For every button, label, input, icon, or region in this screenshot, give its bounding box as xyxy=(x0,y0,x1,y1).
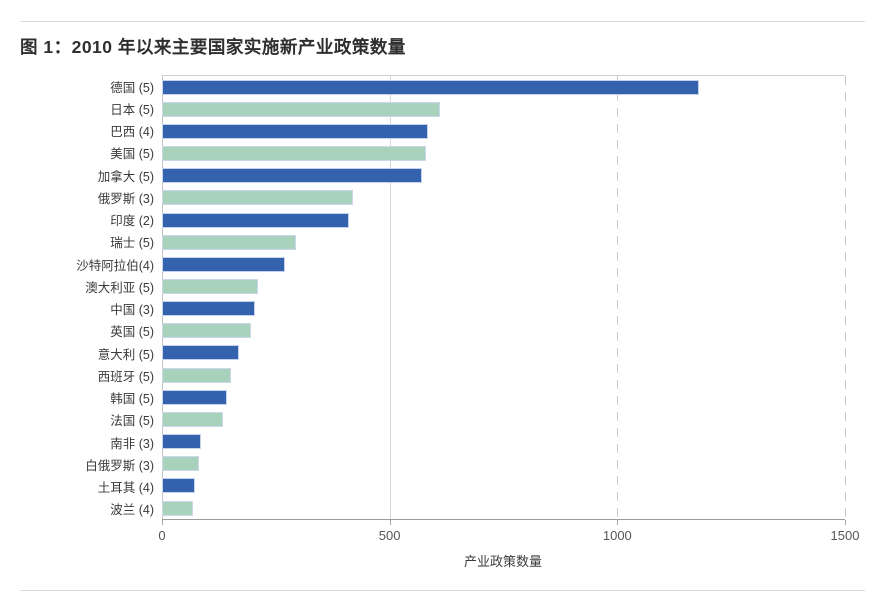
bar-row xyxy=(162,120,845,142)
bar xyxy=(162,168,422,184)
category-label: 波兰 (4) xyxy=(110,503,154,518)
bar xyxy=(162,79,700,95)
category-label: 巴西 (4) xyxy=(110,125,154,140)
bar xyxy=(162,367,232,383)
gridline-500 xyxy=(389,76,391,519)
bottom-rule xyxy=(20,590,865,591)
x-tick xyxy=(845,520,846,525)
category-label: 意大利 (5) xyxy=(97,347,154,362)
bar xyxy=(162,256,285,272)
bar-row xyxy=(162,275,845,297)
bar xyxy=(162,278,258,294)
bar xyxy=(162,389,227,405)
category-label: 俄罗斯 (3) xyxy=(97,191,154,206)
bar xyxy=(162,301,256,317)
category-label: 沙特阿拉伯(4) xyxy=(76,258,154,273)
bar xyxy=(162,500,193,516)
category-label: 韩国 (5) xyxy=(110,392,154,407)
bar-row xyxy=(162,453,845,475)
bar xyxy=(162,190,354,206)
bar-row xyxy=(162,98,845,120)
bar xyxy=(162,323,251,339)
bar-row xyxy=(162,231,845,253)
category-label: 西班牙 (5) xyxy=(97,369,154,384)
category-label: 澳大利亚 (5) xyxy=(85,280,154,295)
x-tick-label: 1000 xyxy=(602,528,632,543)
bar xyxy=(162,345,240,361)
category-axis: 德国 (5) 日本 (5) 巴西 (4) 美国 (5) 加拿大 (5) 俄罗斯 (3) 印度… xyxy=(0,75,154,520)
bar-row xyxy=(162,342,845,364)
category-label: 南非 (3) xyxy=(110,436,154,451)
bar-row xyxy=(162,320,845,342)
bar-series xyxy=(162,76,845,519)
x-tick xyxy=(389,520,391,525)
category-label: 日本 (5) xyxy=(110,102,154,117)
category-label: 英国 (5) xyxy=(110,325,154,340)
category-label: 中国 (3) xyxy=(110,303,154,318)
category-label: 法国 (5) xyxy=(110,414,154,429)
x-tick-label: 500 xyxy=(378,528,401,543)
bar-row xyxy=(162,253,845,275)
bar xyxy=(162,411,223,427)
gridline-1500 xyxy=(845,76,846,519)
x-tick-label: 1500 xyxy=(830,528,860,543)
bar xyxy=(162,123,429,139)
bar-row xyxy=(162,76,845,98)
bar-row xyxy=(162,142,845,164)
category-label: 土耳其 (4) xyxy=(97,481,154,496)
bar xyxy=(162,234,297,250)
category-label: 加拿大 (5) xyxy=(97,169,154,184)
bar xyxy=(162,146,427,162)
bar xyxy=(162,212,349,228)
x-tick-label: 0 xyxy=(158,528,166,543)
bar-row xyxy=(162,165,845,187)
category-label: 瑞士 (5) xyxy=(110,236,154,251)
bar-row xyxy=(162,431,845,453)
bar-row xyxy=(162,298,845,320)
plot-area xyxy=(162,75,846,520)
bar-row xyxy=(162,497,845,519)
bar-row xyxy=(162,475,845,497)
top-rule xyxy=(20,21,865,22)
category-label: 德国 (5) xyxy=(110,80,154,95)
bar-row xyxy=(162,209,845,231)
x-axis-title: 产业政策数量 xyxy=(463,554,543,569)
x-tick xyxy=(617,520,619,525)
x-tick xyxy=(162,520,163,525)
bar xyxy=(162,456,199,472)
bar-row xyxy=(162,187,845,209)
category-label: 白俄罗斯 (3) xyxy=(85,458,154,473)
category-label: 美国 (5) xyxy=(110,147,154,162)
bar-row xyxy=(162,386,845,408)
bar xyxy=(162,478,196,494)
bar xyxy=(162,434,202,450)
chart-title: 图 1：2010 年以来主要国家实施新产业政策数量 xyxy=(20,37,406,57)
bar-row xyxy=(162,364,845,386)
category-label: 印度 (2) xyxy=(110,214,154,229)
bar-row xyxy=(162,408,845,430)
axis-zero-line xyxy=(162,76,163,519)
gridline-1000 xyxy=(617,76,619,519)
bar xyxy=(162,101,440,117)
